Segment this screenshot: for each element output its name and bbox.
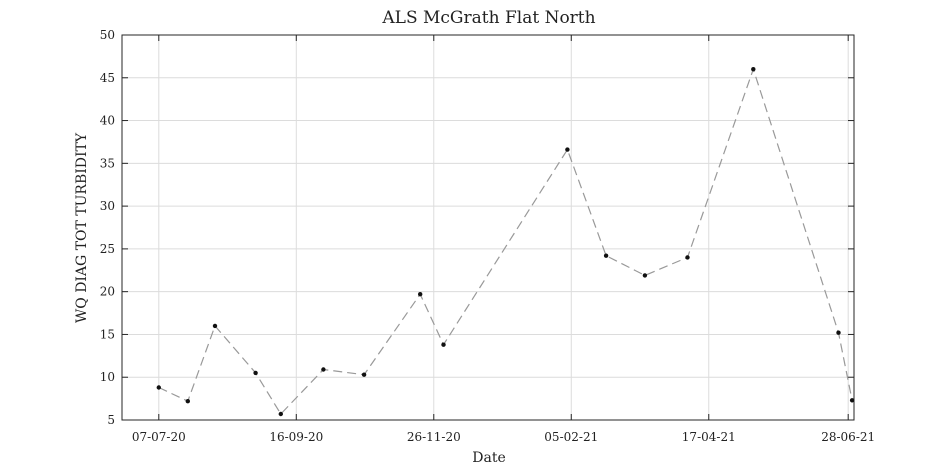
- y-tick-label: 35: [100, 156, 115, 170]
- data-point: [751, 67, 756, 72]
- series-line: [158, 67, 853, 415]
- y-tick-label: 20: [100, 285, 115, 299]
- data-point: [418, 292, 423, 297]
- y-tick-label: 30: [100, 199, 115, 213]
- data-point: [836, 330, 841, 335]
- y-tick-label: 40: [100, 114, 115, 128]
- x-tick-label: 07-07-20: [132, 430, 186, 444]
- x-tick-label: 16-09-20: [269, 430, 323, 444]
- y-tick-label: 25: [100, 242, 115, 256]
- y-tick-label: 10: [100, 370, 115, 384]
- x-axis-label: Date: [472, 450, 505, 466]
- y-axis-label: WQ DIAG TOT TURBIDITY: [74, 132, 90, 323]
- y-tick-label: 50: [100, 28, 115, 42]
- x-tick-label: 26-11-20: [407, 430, 461, 444]
- data-point: [642, 273, 648, 278]
- data-point: [321, 367, 326, 372]
- data-point: [253, 370, 258, 376]
- data-point: [278, 411, 283, 417]
- data-point: [565, 147, 570, 152]
- data-point: [361, 372, 367, 377]
- data-point: [441, 342, 446, 347]
- y-axis: 5 10 15 20 25 30 35 40 45 50: [100, 28, 854, 427]
- data-point: [212, 323, 218, 329]
- chart-title: ALS McGrath Flat North: [381, 8, 595, 28]
- y-tick-label: 5: [107, 413, 115, 427]
- grid: [122, 34, 854, 421]
- x-tick-label: 17-04-21: [682, 430, 736, 444]
- y-tick-label: 45: [100, 71, 115, 85]
- data-point: [685, 255, 690, 260]
- data-point: [185, 399, 190, 404]
- y-tick-label: 15: [100, 327, 115, 341]
- data-point: [849, 398, 855, 403]
- x-tick-label: 05-02-21: [544, 430, 598, 444]
- x-axis: 07-07-20 16-09-20 26-11-20 05-02-21 17-04-21…: [132, 35, 875, 444]
- data-point: [156, 385, 161, 390]
- x-tick-label: 28-06-21: [821, 430, 875, 444]
- plot-area-frame: [121, 34, 855, 421]
- series: [156, 67, 855, 417]
- data-point: [603, 253, 609, 258]
